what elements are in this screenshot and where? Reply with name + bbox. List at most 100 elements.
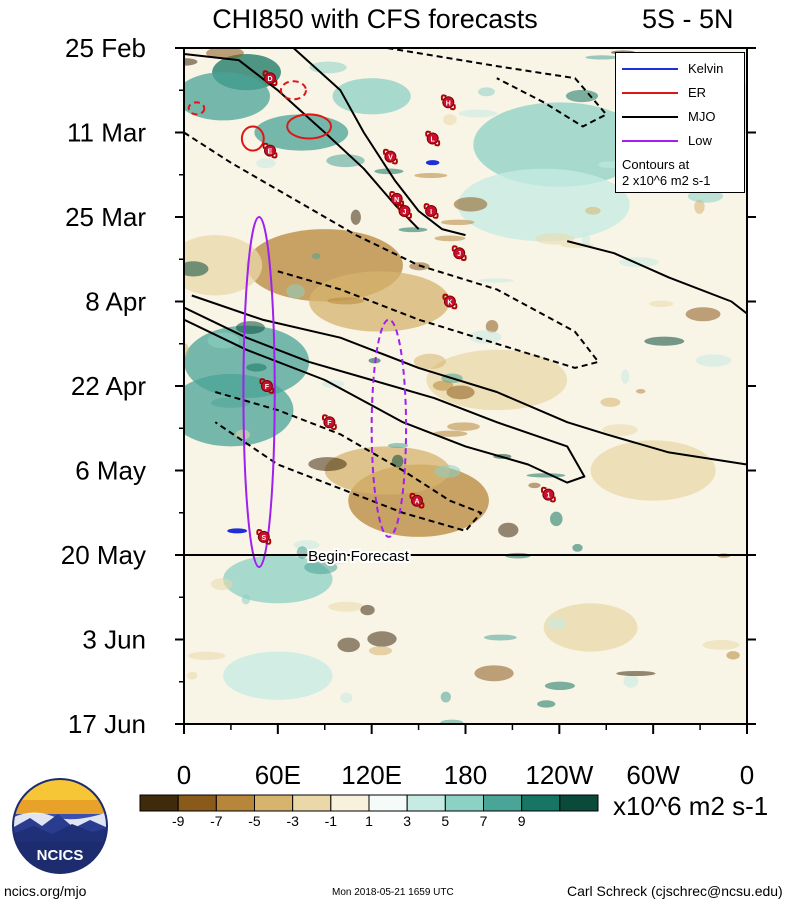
storm-marker-arm <box>423 203 439 219</box>
footer-author: Carl Schreck (cjschrec@ncsu.edu) <box>567 883 783 899</box>
colorbar-swatch <box>559 794 599 812</box>
storm-marker-arm <box>321 414 337 431</box>
y-tick-label: 3 Jun <box>82 625 146 655</box>
colorbar-tick-label: -9 <box>172 813 185 829</box>
storm-marker-arm <box>409 492 425 509</box>
anomaly-shading <box>206 48 244 60</box>
anomaly-shading <box>635 388 646 394</box>
legend-swatch-mjo <box>622 116 678 118</box>
colorbar-swatch <box>254 794 294 812</box>
anomaly-shading <box>332 78 411 115</box>
y-tick-label: 17 Jun <box>68 709 146 739</box>
storm-marker-label: V <box>388 155 393 162</box>
anomaly-shading <box>528 482 541 489</box>
anomaly-shading <box>235 321 265 334</box>
anomaly-shading <box>324 446 450 495</box>
anomaly-shading <box>581 231 591 248</box>
low-contour <box>370 318 408 538</box>
latitude-band: 5S - 5N <box>642 4 734 34</box>
legend-swatch-low <box>622 140 678 142</box>
anomaly-shading <box>210 578 233 591</box>
colorbar-tick-label: 5 <box>441 813 449 829</box>
anomaly-shading <box>340 692 353 704</box>
storm-marker-dot <box>264 144 276 157</box>
anomaly-shading <box>432 430 468 437</box>
storm-marker-dot <box>425 205 438 217</box>
anomaly-shading <box>546 616 567 631</box>
kelvin-contour <box>425 160 440 166</box>
x-tick-label: 180 <box>444 760 487 790</box>
contour-interval-note: Contours at 2 x10^6 m2 s-1 <box>622 157 746 189</box>
legend-label: Kelvin <box>688 61 724 76</box>
anomaly-shading <box>543 603 638 652</box>
anomaly-shading <box>447 422 480 431</box>
anomaly-shading <box>726 651 740 660</box>
er-contour <box>187 101 206 116</box>
mjo-contour <box>387 48 608 128</box>
colorbar-tick-label: 3 <box>403 813 411 829</box>
anomaly-shading <box>590 440 716 501</box>
anomaly-shading <box>685 307 721 322</box>
anomaly-shading <box>254 114 349 151</box>
anomaly-shading <box>535 233 575 245</box>
anomaly-shading <box>702 640 740 650</box>
anomaly-shading <box>312 252 321 260</box>
logo-text: NCICS <box>37 847 84 864</box>
storm-marker-label: I <box>430 209 432 216</box>
anomaly-shading <box>585 55 619 60</box>
storm-marker: A <box>409 492 425 509</box>
storm-marker-arm <box>440 94 456 111</box>
anomaly-shading <box>649 300 674 307</box>
storm-marker: F <box>259 378 275 394</box>
x-tick-label: 0 <box>740 760 754 790</box>
anomaly-shading <box>246 363 267 372</box>
storm-marker-label: J <box>403 209 407 216</box>
storm-marker-label: J <box>457 251 461 258</box>
colorbar-tick-label: 7 <box>480 813 488 829</box>
storm-marker: V <box>382 148 398 165</box>
anomaly-shading <box>187 651 226 660</box>
anomaly-shading <box>572 543 583 552</box>
anomaly-shading <box>478 87 495 97</box>
legend-label: MJO <box>688 109 716 124</box>
y-tick-label: 25 Feb <box>65 33 146 63</box>
storm-marker-label: S <box>261 535 266 542</box>
anomaly-shading <box>296 546 308 559</box>
storm-marker-label: H <box>446 100 451 107</box>
storm-marker-dot <box>264 72 276 85</box>
anomaly-shading <box>350 209 361 225</box>
anomaly-shading <box>387 443 409 449</box>
colorbar-swatch <box>444 794 485 812</box>
storm-marker-label: F <box>327 420 332 427</box>
contour-note-line: 2 x10^6 m2 s-1 <box>622 173 711 188</box>
storm-marker-dot <box>390 192 403 205</box>
legend-item-mjo: MJO <box>622 107 742 127</box>
y-tick-label: 8 Apr <box>85 287 146 317</box>
anomaly-shading <box>308 457 347 472</box>
anomaly-shading <box>184 72 270 121</box>
colorbar-swatch <box>292 794 332 812</box>
colorbar-tick-label: -7 <box>210 813 223 829</box>
colorbar-swatch <box>483 794 523 812</box>
anomaly-shading <box>453 197 488 212</box>
anomaly-shading <box>414 172 448 179</box>
begin-forecast-label: Begin Forecast <box>308 548 410 565</box>
storm-marker-label: D <box>267 76 272 83</box>
anomaly-shading <box>184 58 198 66</box>
anomaly-shading <box>565 89 599 103</box>
anomaly-shading <box>256 158 276 169</box>
anomaly-shading <box>446 385 475 400</box>
anomaly-shading <box>484 634 517 641</box>
anomaly-shading <box>327 297 364 305</box>
storm-marker-label: E <box>268 149 273 156</box>
storm-marker-arm <box>382 148 398 165</box>
colorbar-swatch <box>215 794 255 812</box>
storm-marker-dot <box>398 205 411 217</box>
storm-marker-dot <box>257 530 270 543</box>
storm-marker-dot <box>453 247 466 260</box>
x-tick-label: 60E <box>255 760 301 790</box>
er-contour <box>286 113 333 140</box>
storm-marker: E <box>262 142 278 159</box>
footer-timestamp: Mon 2018-05-21 1659 UTC <box>332 887 454 898</box>
storm-marker-label: A <box>414 499 419 506</box>
